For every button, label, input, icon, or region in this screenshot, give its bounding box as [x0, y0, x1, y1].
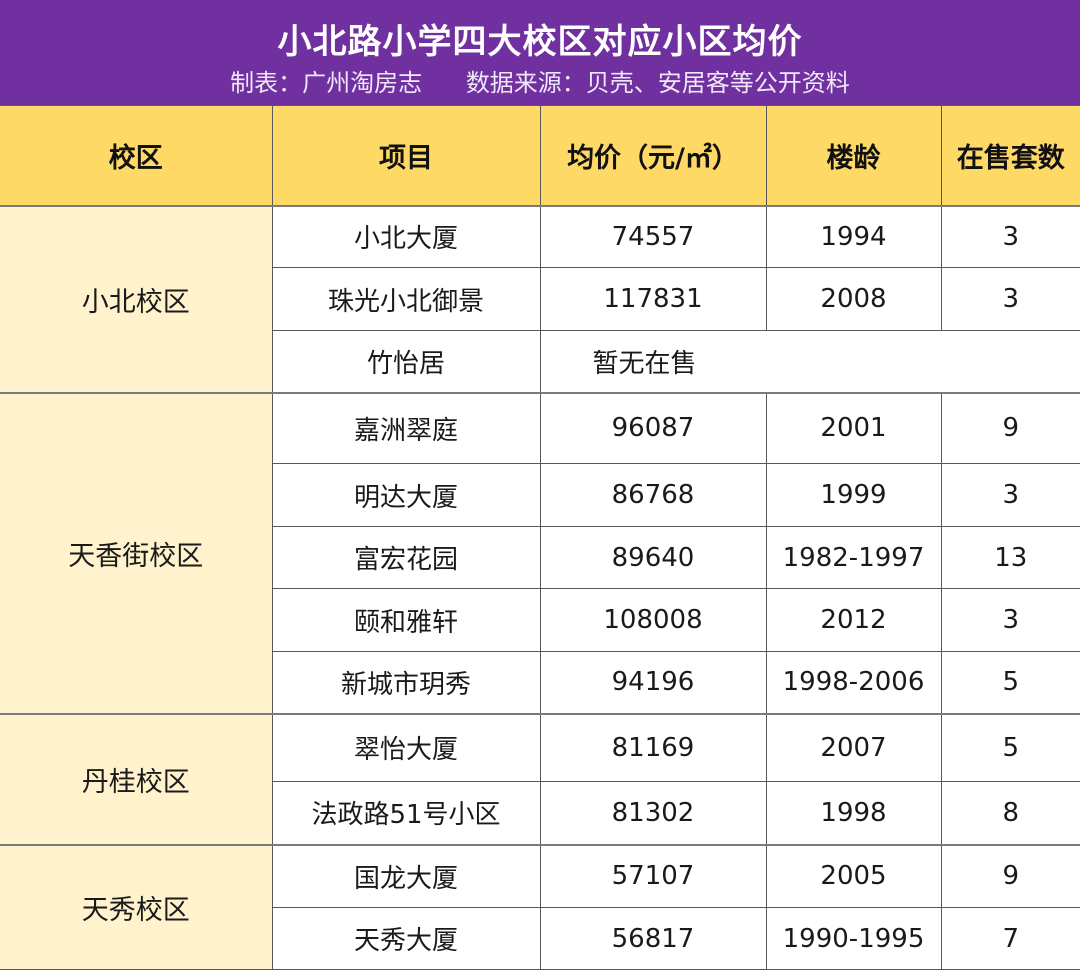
- count-cell: 13: [940, 526, 1080, 589]
- age-cell: 1982-1997: [765, 526, 942, 589]
- project-cell: 颐和雅轩: [272, 588, 541, 652]
- campus-cell: 小北校区: [0, 204, 273, 393]
- count-cell: 7: [940, 907, 1080, 970]
- project-cell: 国龙大厦: [271, 843, 541, 908]
- price-cell: 81169: [539, 712, 767, 782]
- project-cell: 法政路51号小区: [272, 781, 541, 845]
- table-row: 小北校区 小北大厦 74557 1994 3: [0, 204, 1080, 393]
- col-header-price: 均价（元/㎡）: [539, 105, 767, 206]
- project-cell: 富宏花园: [272, 526, 541, 589]
- count-cell: 3: [940, 588, 1080, 652]
- price-cell: 89640: [539, 526, 767, 589]
- price-cell: 86768: [539, 463, 767, 527]
- count-cell: 3: [940, 267, 1080, 331]
- price-cell: 108008: [539, 588, 767, 652]
- table-row: 天秀大厦 56817 1990-1995 7: [0, 907, 1080, 970]
- page-title: 小北路小学四大校区对应小区均价: [277, 22, 803, 62]
- project-cell: 翠怡大厦: [271, 712, 541, 782]
- age-cell: 1998-2006: [765, 651, 942, 714]
- campus-cell: 丹桂校区: [0, 712, 273, 845]
- table-row: 富宏花园 89640 1982-1997 13: [0, 526, 1080, 589]
- age-cell: 2012: [765, 588, 942, 652]
- table-row: 丹桂校区 翠怡大厦 81169 2007 5: [0, 712, 1080, 845]
- count-cell: 3: [940, 204, 1080, 268]
- col-header-project: 项目: [271, 105, 541, 206]
- age-cell: 1994: [765, 204, 942, 268]
- table-row: 天秀校区 国龙大厦 57107 2005 9: [0, 843, 1080, 970]
- age-cell: 2005: [765, 843, 942, 908]
- table-row: 新城市玥秀 94196 1998-2006 5: [0, 651, 1080, 714]
- count-cell: 9: [940, 391, 1080, 464]
- table-row: 法政路51号小区 81302 1998 8: [0, 781, 1080, 845]
- col-header-campus: 校区: [0, 105, 273, 206]
- table-row: 珠光小北御景 117831 2008 3: [0, 267, 1080, 331]
- count-cell: 5: [940, 712, 1080, 782]
- age-cell: 1999: [765, 463, 942, 527]
- title-banner: 小北路小学四大校区对应小区均价 制表：广州淘房志 数据来源：贝壳、安居客等公开资…: [0, 0, 1080, 105]
- count-cell: 9: [940, 843, 1080, 908]
- no-sale-note: 暂无在售: [539, 330, 1080, 393]
- price-cell: 96087: [539, 391, 767, 464]
- project-cell: 嘉洲翠庭: [271, 391, 541, 464]
- table-row: 竹怡居 暂无在售: [0, 330, 1080, 393]
- price-table: 校区 项目 均价（元/㎡） 楼龄 在售套数 小北校区 小北大厦 74557 19…: [0, 105, 1080, 970]
- price-cell: 94196: [539, 651, 767, 714]
- age-cell: 2001: [765, 391, 942, 464]
- price-cell: 57107: [539, 843, 767, 908]
- price-cell: 56817: [539, 907, 767, 970]
- age-cell: 1990-1995: [765, 907, 942, 970]
- price-cell: 81302: [539, 781, 767, 845]
- table-row: 天香街校区 嘉洲翠庭 96087 2001 9: [0, 391, 1080, 714]
- header-row: 校区 项目 均价（元/㎡） 楼龄 在售套数: [0, 105, 1080, 206]
- col-header-count: 在售套数: [940, 105, 1080, 206]
- price-cell: 117831: [539, 267, 767, 331]
- count-cell: 5: [940, 651, 1080, 714]
- project-cell: 新城市玥秀: [272, 651, 541, 714]
- col-header-age: 楼龄: [765, 105, 942, 206]
- campus-cell: 天秀校区: [0, 843, 273, 970]
- table-maker: 制表：广州淘房志: [230, 69, 423, 97]
- project-cell: 小北大厦: [271, 204, 541, 268]
- count-cell: 8: [940, 781, 1080, 845]
- age-cell: 1998: [765, 781, 942, 845]
- project-cell: 竹怡居: [272, 330, 541, 393]
- age-cell: 2007: [765, 712, 942, 782]
- data-source: 数据来源：贝壳、安居客等公开资料: [465, 69, 850, 97]
- campus-cell: 天香街校区: [0, 391, 273, 714]
- count-cell: 3: [940, 463, 1080, 527]
- project-cell: 珠光小北御景: [272, 267, 541, 331]
- price-cell: 74557: [539, 204, 767, 268]
- table-row: 颐和雅轩 108008 2012 3: [0, 588, 1080, 652]
- project-cell: 明达大厦: [272, 463, 541, 527]
- project-cell: 天秀大厦: [272, 907, 541, 970]
- subtitle: 制表：广州淘房志 数据来源：贝壳、安居客等公开资料: [0, 63, 1080, 98]
- age-cell: 2008: [765, 267, 942, 331]
